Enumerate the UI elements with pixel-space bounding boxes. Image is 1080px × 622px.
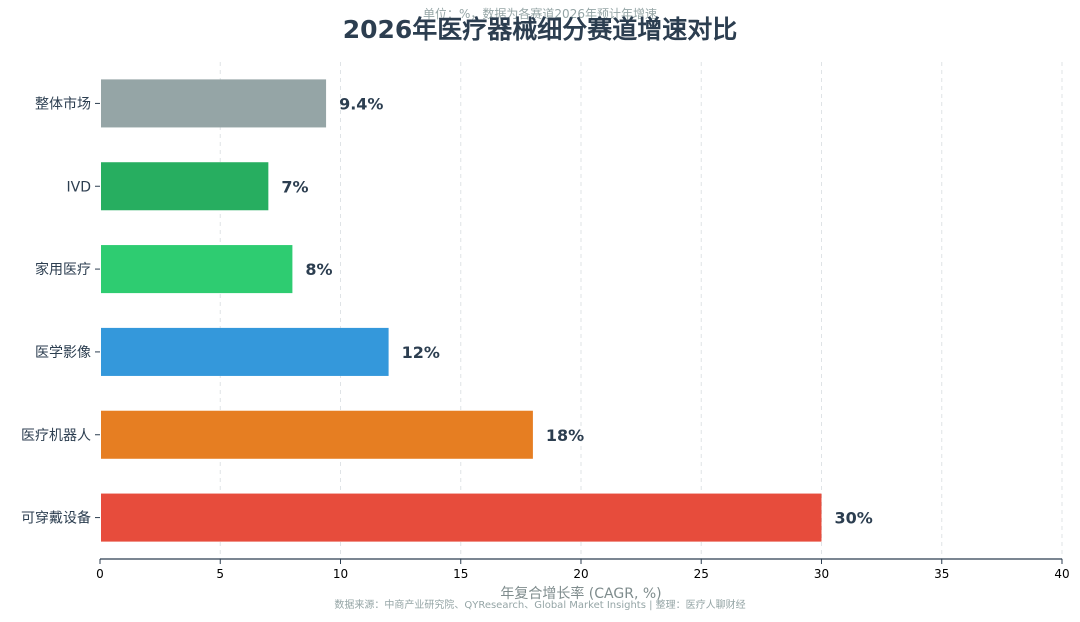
x-tick-label: 20 [573, 567, 588, 581]
value-label: 18% [546, 426, 584, 445]
bar [101, 245, 293, 294]
y-tick-label: 医疗机器人 [21, 428, 91, 444]
data-source-note: 数据来源：中商产业研究院、QYResearch、Global Market In… [334, 600, 746, 611]
y-tick-label: 家用医疗 [35, 261, 91, 278]
x-axis: 0 5 10 15 20 25 30 35 40 年复合增长率 (CAGR, %) [96, 558, 1070, 602]
grid-lines [219, 62, 1063, 559]
bars: 9.4% 7% 8% 12% 18% 30% [101, 79, 873, 542]
y-tick-label: 医学影像 [35, 345, 91, 361]
x-tick-label: 35 [934, 567, 949, 581]
x-tick-label: 25 [694, 567, 709, 581]
x-tick-label: 40 [1054, 567, 1069, 581]
x-tick-label: 30 [814, 567, 829, 581]
x-tick-label: 15 [453, 567, 468, 581]
x-tick-label: 5 [216, 567, 224, 581]
y-tick-label: IVD [67, 179, 92, 195]
bar [101, 162, 269, 211]
chart-subtitle: 单位：%，数据为各赛道2026年预计年增速 [423, 7, 657, 21]
value-label: 7% [281, 177, 308, 196]
bar [101, 327, 389, 376]
y-tick-label: 可穿戴设备 [21, 510, 91, 527]
value-label: 8% [305, 260, 332, 279]
chart-title: 2026年医疗器械细分赛道增速对比 [342, 15, 738, 44]
value-label: 12% [402, 343, 440, 362]
bar [101, 79, 327, 128]
y-tick-label: 整体市场 [35, 95, 91, 112]
value-label: 30% [835, 509, 873, 528]
x-tick-label: 10 [333, 567, 348, 581]
x-axis-title: 年复合增长率 (CAGR, %) [500, 585, 661, 602]
x-tick-label: 0 [96, 567, 104, 581]
value-label: 9.4% [339, 94, 383, 113]
bar [101, 410, 533, 459]
bar [101, 493, 822, 542]
